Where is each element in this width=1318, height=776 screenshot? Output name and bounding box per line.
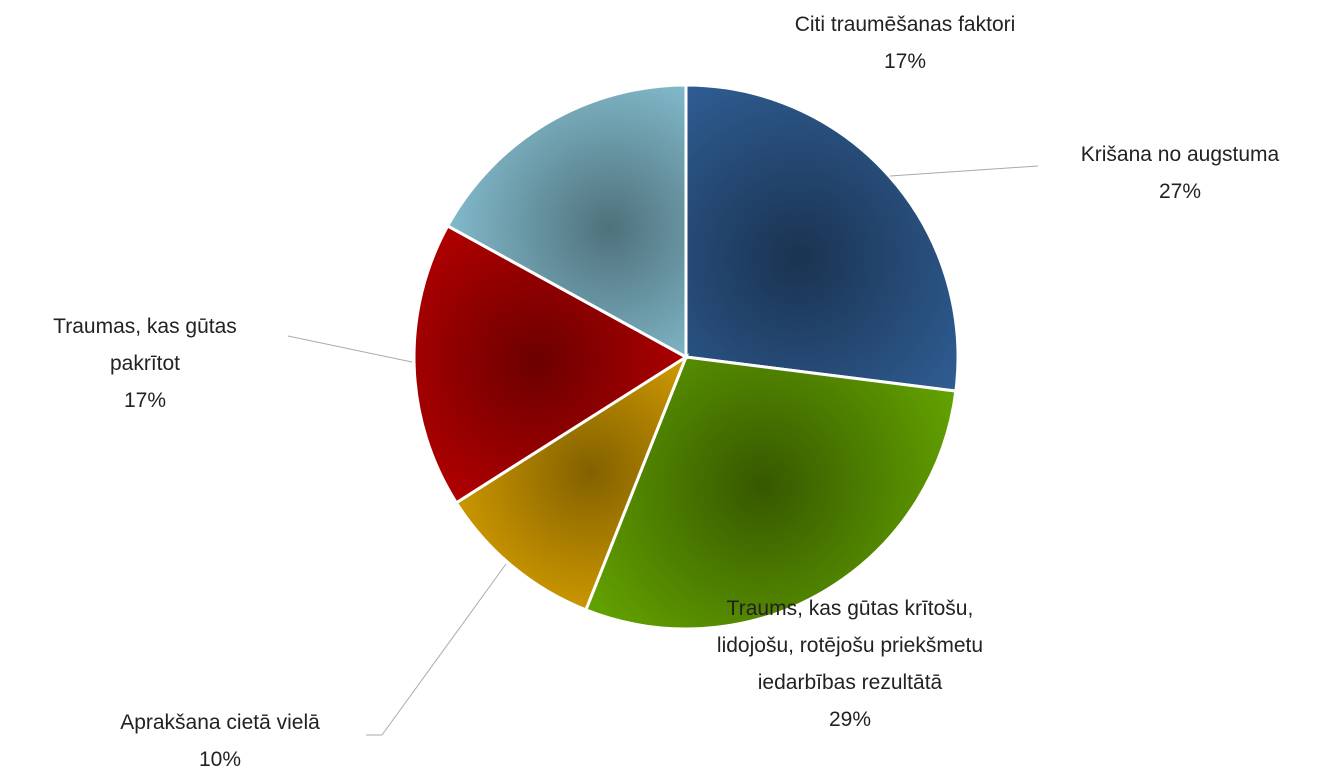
leader-line bbox=[889, 165, 1039, 177]
slice-label: Aprakšana cietā vielā 10% bbox=[60, 704, 380, 776]
leader-line bbox=[287, 335, 413, 363]
slice-label: Krišana no augstuma 27% bbox=[1030, 136, 1318, 210]
label-name: Traumas, kas gūtas pakrītot bbox=[53, 315, 237, 375]
pie-slice bbox=[454, 353, 690, 612]
label-value: 17% bbox=[883, 50, 927, 73]
label-name: Krišana no augstuma bbox=[1080, 143, 1280, 166]
label-name: Traums, kas gūtas krītošu, lidojošu, rot… bbox=[716, 597, 984, 694]
label-name: Aprakšana cietā vielā bbox=[120, 711, 320, 734]
pie-slice bbox=[445, 83, 688, 360]
label-value: 17% bbox=[123, 389, 167, 412]
slice-label: Citi traumēšanas faktori 17% bbox=[790, 6, 1020, 80]
label-value: 29% bbox=[828, 708, 872, 731]
pie-slice bbox=[412, 223, 689, 505]
label-value: 27% bbox=[1158, 180, 1202, 203]
slice-label: Traums, kas gūtas krītošu, lidojošu, rot… bbox=[715, 590, 985, 738]
leader-line bbox=[381, 563, 507, 736]
label-name: Citi traumēšanas faktori bbox=[794, 13, 1016, 36]
label-value: 10% bbox=[198, 748, 242, 771]
pie-slice bbox=[684, 83, 960, 393]
pie-slice bbox=[583, 355, 958, 631]
slice-label: Traumas, kas gūtas pakrītot 17% bbox=[0, 308, 290, 419]
